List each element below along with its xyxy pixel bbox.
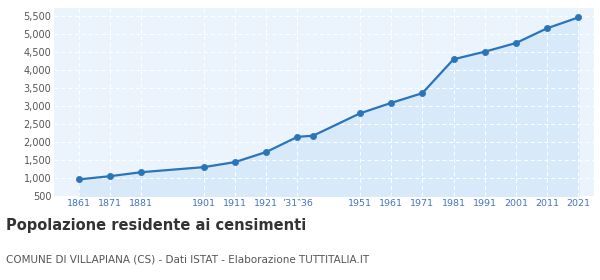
Point: [230, 160, 240, 164]
Point: [511, 41, 521, 45]
Point: [74, 177, 84, 182]
Point: [262, 150, 271, 154]
Text: Popolazione residente ai censimenti: Popolazione residente ai censimenti: [6, 218, 306, 234]
Point: [542, 26, 552, 31]
Point: [293, 135, 302, 139]
Text: COMUNE DI VILLAPIANA (CS) - Dati ISTAT - Elaborazione TUTTITALIA.IT: COMUNE DI VILLAPIANA (CS) - Dati ISTAT -…: [6, 255, 369, 265]
Point: [418, 91, 427, 95]
Point: [449, 57, 458, 62]
Point: [480, 50, 490, 54]
Point: [106, 174, 115, 178]
Point: [355, 111, 365, 116]
Point: [308, 134, 318, 138]
Point: [574, 15, 583, 20]
Point: [386, 101, 396, 105]
Point: [137, 170, 146, 174]
Point: [199, 165, 209, 169]
